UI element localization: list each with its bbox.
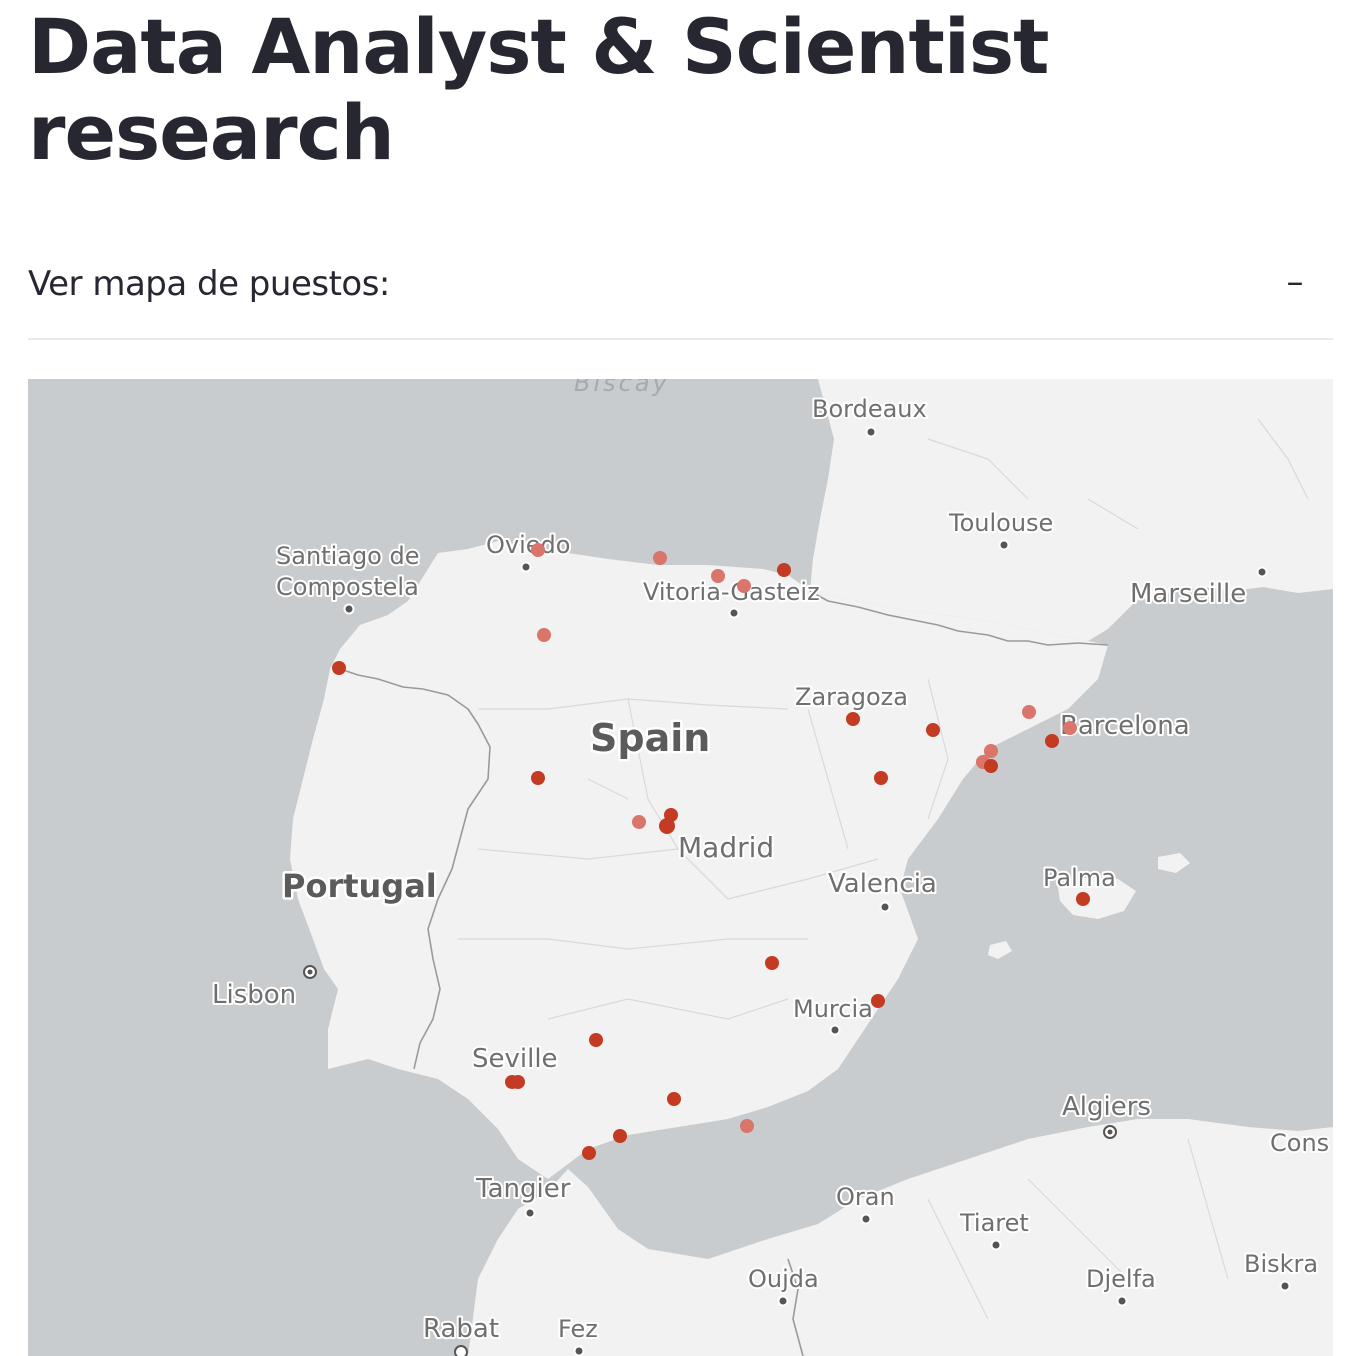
city-label-biskra: Biskra <box>1244 1250 1318 1278</box>
job-marker[interactable] <box>984 759 998 773</box>
job-marker[interactable] <box>846 712 860 726</box>
expander-label: Ver mapa de puestos: <box>28 264 390 304</box>
country-label-spain: Spain <box>590 716 710 760</box>
city-dot-tangier <box>524 1207 536 1219</box>
border-morocco-algeria <box>787 1258 804 1356</box>
city-dot-santiago <box>343 603 355 615</box>
city-dot-oujda <box>777 1295 789 1307</box>
city-dot-vitoria <box>728 607 740 619</box>
city-label-murcia: Murcia <box>793 995 873 1023</box>
city-dot-biskra <box>1279 1280 1291 1292</box>
job-map[interactable]: Biscay Spain Portugal Bordeaux Tou <box>28 379 1333 1356</box>
job-marker[interactable] <box>613 1129 627 1143</box>
job-marker[interactable] <box>632 815 646 829</box>
collapse-icon[interactable]: – <box>1286 262 1304 302</box>
city-label-palma: Palma <box>1043 864 1116 892</box>
job-marker[interactable] <box>589 1033 603 1047</box>
border-spain-portugal <box>339 668 491 1070</box>
job-marker[interactable] <box>531 543 545 557</box>
job-marker[interactable] <box>926 723 940 737</box>
land-mallorca <box>1058 877 1136 919</box>
job-marker[interactable] <box>1045 734 1059 748</box>
city-label-valencia: Valencia <box>828 869 937 899</box>
job-marker[interactable] <box>582 1146 596 1160</box>
job-markers <box>332 543 1090 1160</box>
city-dot-marseille <box>1256 566 1268 578</box>
job-marker[interactable] <box>1022 705 1036 719</box>
city-dot-oviedo <box>520 561 532 573</box>
land-iberia <box>290 541 1108 1179</box>
city-label-constantine: Cons <box>1270 1129 1329 1157</box>
job-marker[interactable] <box>659 818 675 834</box>
city-dot-oran <box>860 1213 872 1225</box>
city-label-tiaret: Tiaret <box>959 1209 1029 1237</box>
city-label-marseille: Marseille <box>1130 579 1246 609</box>
job-marker[interactable] <box>740 1119 754 1133</box>
city-label-santiago: Santiago de <box>276 542 419 570</box>
job-marker[interactable] <box>737 579 751 593</box>
city-label-rabat: Rabat <box>423 1314 499 1344</box>
land-menorca <box>1158 853 1190 873</box>
job-marker[interactable] <box>332 661 346 675</box>
capital-icon-rabat <box>454 1345 468 1356</box>
city-label-algiers: Algiers <box>1062 1092 1151 1122</box>
sea-label: Biscay <box>574 379 670 397</box>
city-label-fez: Fez <box>558 1315 598 1343</box>
city-label-seville: Seville <box>472 1044 558 1074</box>
city-label-oran: Oran <box>836 1183 895 1211</box>
land-north-africa <box>468 1119 1333 1356</box>
land-france <box>810 379 1333 641</box>
city-label-barcelona: Barcelona <box>1060 711 1190 741</box>
city-label-djelfa: Djelfa <box>1086 1265 1156 1293</box>
city-dot-tiaret <box>990 1239 1002 1251</box>
job-marker[interactable] <box>777 563 791 577</box>
city-label-bordeaux: Bordeaux <box>812 395 927 423</box>
city-dot-bordeaux <box>865 426 877 438</box>
job-marker[interactable] <box>765 956 779 970</box>
capital-dot-lisbon <box>307 969 313 975</box>
job-marker[interactable] <box>711 569 725 583</box>
city-dot-fez <box>573 1345 585 1356</box>
city-label-santiago-2: Compostela <box>276 573 419 601</box>
city-label-oujda: Oujda <box>748 1265 819 1293</box>
job-marker[interactable] <box>667 1092 681 1106</box>
city-label-tangier: Tangier <box>475 1174 571 1204</box>
job-marker[interactable] <box>984 744 998 758</box>
map-canvas[interactable]: Biscay Spain Portugal Bordeaux Tou <box>28 379 1333 1356</box>
job-marker[interactable] <box>871 994 885 1008</box>
city-label-vitoria: Vitoria-Gasteiz <box>643 578 820 606</box>
job-marker[interactable] <box>653 551 667 565</box>
city-dot-valencia <box>879 901 891 913</box>
city-dot-murcia <box>829 1024 841 1036</box>
city-dot-toulouse <box>998 539 1010 551</box>
job-marker[interactable] <box>1063 721 1077 735</box>
border-spain-france <box>809 590 1109 646</box>
city-label-oviedo: Oviedo <box>486 531 570 559</box>
job-marker[interactable] <box>874 771 888 785</box>
city-label-zaragoza: Zaragoza <box>795 683 908 711</box>
job-marker[interactable] <box>1076 892 1090 906</box>
city-label-lisbon: Lisbon <box>212 980 296 1010</box>
job-marker[interactable] <box>537 628 551 642</box>
map-expander[interactable]: Ver mapa de puestos: – <box>28 248 1333 340</box>
city-label-madrid: Madrid <box>678 831 774 864</box>
page-title: Data Analyst & Scientist research <box>28 2 1049 177</box>
job-marker[interactable] <box>531 771 545 785</box>
country-label-portugal: Portugal <box>282 867 437 905</box>
city-dot-djelfa <box>1116 1295 1128 1307</box>
capital-dot-algiers <box>1107 1129 1113 1135</box>
job-marker[interactable] <box>511 1075 525 1089</box>
city-label-toulouse: Toulouse <box>948 509 1053 537</box>
land-ibiza <box>988 941 1012 959</box>
